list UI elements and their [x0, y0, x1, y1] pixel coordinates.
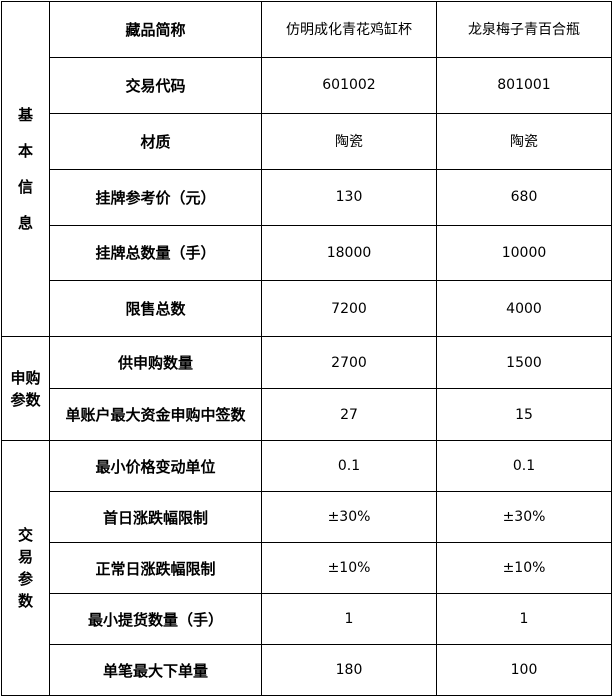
- field-value: ±10%: [436, 542, 612, 595]
- field-value: 27: [261, 388, 437, 442]
- field-value: 1: [436, 593, 612, 646]
- field-value: 801001: [436, 56, 612, 114]
- group-label: 申购参数: [10, 368, 41, 409]
- field-value: 2700: [261, 336, 437, 390]
- table-row: 材质 陶瓷 陶瓷: [2, 112, 612, 170]
- table-row: 交易代码 601002 801001: [2, 56, 612, 114]
- table-row: 最小提货数量（手） 1 1: [2, 593, 612, 646]
- table-row: 挂牌参考价（元） 130 680: [2, 168, 612, 226]
- field-value: 18000: [261, 224, 437, 282]
- field-name: 正常日涨跌幅限制: [49, 542, 262, 595]
- field-value: 0.1: [261, 440, 437, 493]
- table-row: 挂牌总数量（手） 18000 10000: [2, 224, 612, 282]
- field-name: 挂牌总数量（手）: [49, 224, 262, 282]
- table-row: 限售总数 7200 4000: [2, 280, 612, 338]
- field-name: 限售总数: [49, 280, 262, 338]
- table-row: 正常日涨跌幅限制 ±10% ±10%: [2, 542, 612, 595]
- group-cell: 交易参数: [1, 440, 50, 696]
- table-row: 基本信息 藏品简称 仿明成化青花鸡缸杯 龙泉梅子青百合瓶: [1, 0, 612, 338]
- field-value: 680: [436, 168, 612, 226]
- field-value: 601002: [261, 56, 437, 114]
- field-value: ±30%: [436, 491, 612, 544]
- field-name: 供申购数量: [49, 336, 262, 390]
- field-name: 最小价格变动单位: [49, 440, 262, 493]
- field-value: 0.1: [436, 440, 612, 493]
- group-label: 基本信息: [18, 106, 34, 233]
- table-row: 首日涨跌幅限制 ±30% ±30%: [2, 491, 612, 544]
- field-value: 陶瓷: [261, 112, 437, 170]
- table-row: 单账户最大资金申购中签数 27 15: [2, 388, 612, 442]
- table-row: 申购参数 供申购数量 2700 1500: [1, 336, 612, 442]
- field-value: ±10%: [261, 542, 437, 595]
- field-value: 10000: [436, 224, 612, 282]
- field-name: 首日涨跌幅限制: [49, 491, 262, 544]
- field-value: ±30%: [261, 491, 437, 544]
- field-value: 7200: [261, 280, 437, 338]
- field-value: 1: [261, 593, 437, 646]
- field-value: 15: [436, 388, 612, 442]
- field-name: 材质: [49, 112, 262, 170]
- field-name: 单账户最大资金申购中签数: [49, 388, 262, 442]
- field-value: 1500: [436, 336, 612, 390]
- field-value: 100: [436, 644, 612, 696]
- field-name: 最小提货数量（手）: [49, 593, 262, 646]
- field-value: 仿明成化青花鸡缸杯: [261, 1, 437, 58]
- field-value: 4000: [436, 280, 612, 338]
- field-name: 挂牌参考价（元）: [49, 168, 262, 226]
- group-label: 交易参数: [18, 526, 34, 611]
- field-value: 130: [261, 168, 437, 226]
- table-row: 交易参数 最小价格变动单位 0.1 0.1: [1, 440, 612, 696]
- field-value: 180: [261, 644, 437, 696]
- field-name: 单笔最大下单量: [49, 644, 262, 696]
- field-value: 龙泉梅子青百合瓶: [436, 1, 612, 58]
- field-name: 交易代码: [49, 56, 262, 114]
- table-row: 单笔最大下单量 180 100: [2, 644, 612, 696]
- group-cell: 基本信息: [1, 0, 50, 338]
- field-name: 藏品简称: [49, 1, 262, 58]
- field-value: 陶瓷: [436, 112, 612, 170]
- group-cell: 申购参数: [1, 336, 50, 442]
